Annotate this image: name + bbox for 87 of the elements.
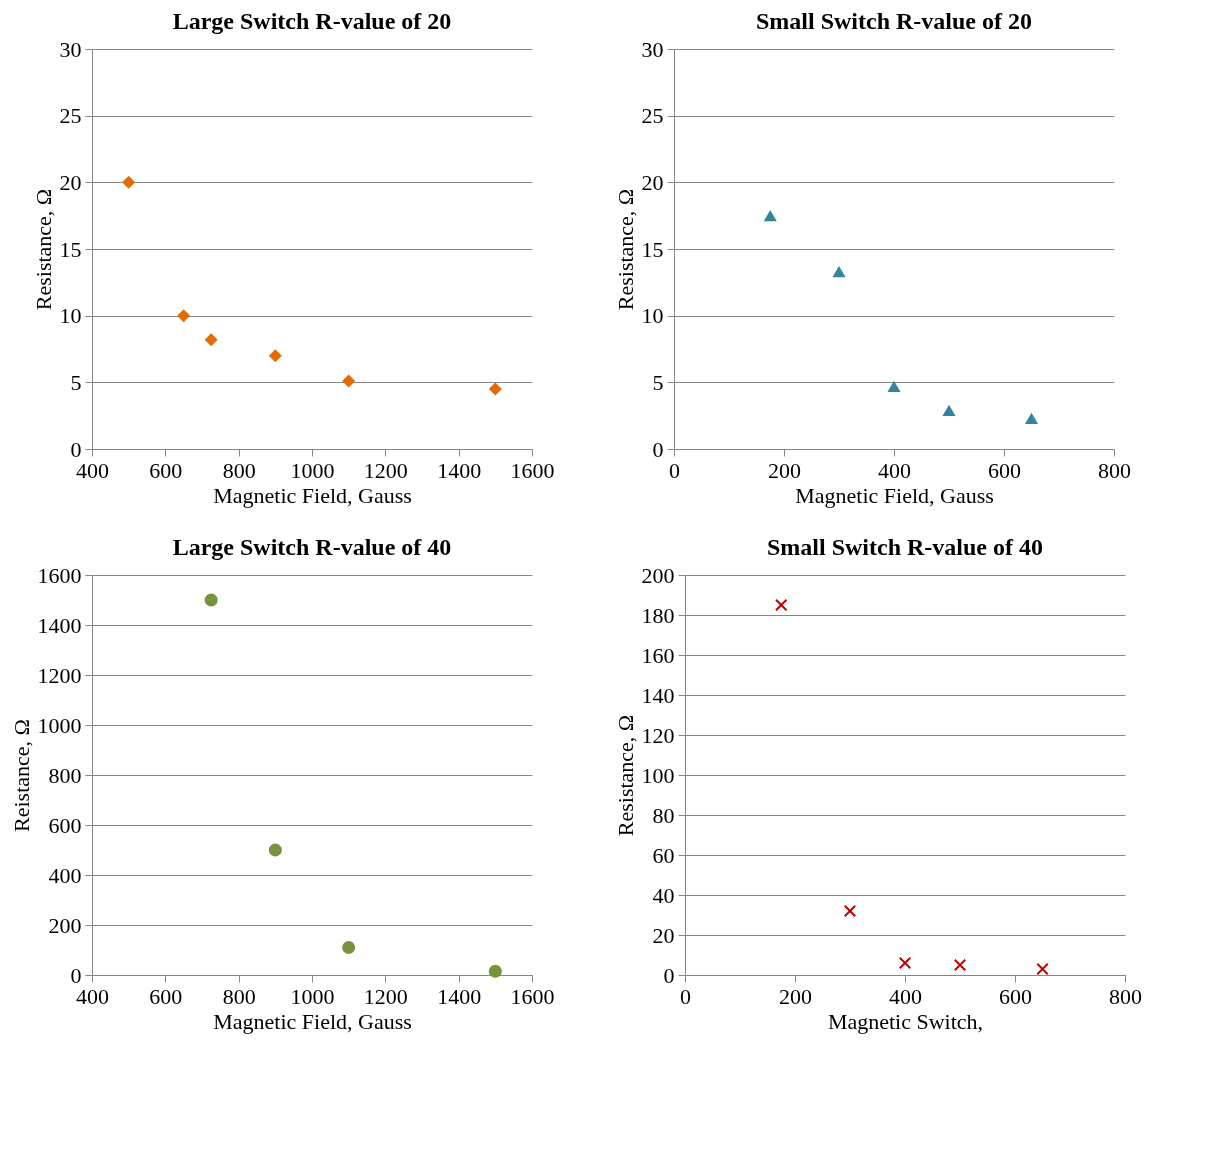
x-tick-label: 1400	[437, 983, 482, 1009]
y-tick-label: 120	[641, 722, 675, 748]
y-tick-label: 40	[652, 882, 675, 908]
x-tick-label: 800	[1098, 457, 1131, 483]
point	[268, 349, 282, 363]
x-tick-label: 1400	[437, 457, 482, 483]
y-tick-label: 1600	[37, 562, 82, 588]
y-tick-label: 0	[663, 962, 675, 988]
point	[1024, 412, 1039, 424]
point	[887, 380, 901, 392]
y-tick-label: 15	[641, 236, 664, 262]
y-tick-label: 20	[59, 169, 82, 195]
y-tick-label: 30	[59, 36, 82, 62]
x-tick-label: 1000	[290, 983, 335, 1009]
chart-title: Small Switch R-value of 20	[756, 8, 1032, 34]
y-tick-label: 100	[641, 762, 675, 788]
y-tick-label: 30	[641, 36, 664, 62]
x-tick-label: 800	[1109, 983, 1142, 1009]
x-axis-title: Magnetic Field, Gauss	[795, 482, 994, 508]
x-tick-label: 600	[999, 983, 1032, 1009]
y-tick-label: 1400	[37, 612, 82, 638]
y-tick-label: 60	[652, 842, 675, 868]
y-tick-label: 200	[48, 912, 82, 938]
point	[204, 333, 218, 347]
y-tick-label: 160	[641, 642, 675, 668]
x-tick-label: 1600	[510, 983, 555, 1009]
y-tick-label: 180	[641, 602, 675, 628]
point	[122, 175, 136, 189]
y-tick-label: 80	[652, 802, 675, 828]
x-tick-label: 800	[222, 983, 256, 1009]
point	[775, 598, 788, 612]
point	[204, 593, 218, 607]
y-tick-label: 200	[641, 562, 675, 588]
x-tick-label: 200	[768, 457, 801, 483]
y-tick-label: 10	[641, 303, 664, 329]
point	[832, 266, 846, 278]
x-tick-label: 0	[680, 983, 691, 1009]
y-axis-title: Resistance, Ω	[612, 188, 638, 311]
y-tick-label: 5	[652, 369, 664, 395]
y-tick-label: 800	[48, 762, 82, 788]
x-tick-label: 200	[779, 983, 812, 1009]
point	[488, 964, 502, 978]
y-axis-title: Resistance, Ω	[612, 714, 638, 837]
chart-title: Small Switch R-value of 40	[767, 534, 1043, 560]
y-tick-label: 25	[641, 103, 664, 129]
point	[342, 940, 356, 955]
point	[763, 210, 777, 222]
chart-title: Large Switch R-value of 40	[172, 534, 452, 560]
y-tick-label: 20	[652, 922, 675, 948]
x-tick-label: 400	[878, 457, 911, 483]
x-tick-label: 600	[149, 983, 183, 1009]
x-tick-label: 400	[889, 983, 922, 1009]
x-tick-label: 1600	[510, 457, 555, 483]
point	[953, 958, 967, 972]
y-tick-label: 1200	[37, 662, 82, 688]
y-tick-label: 400	[48, 862, 82, 888]
point	[342, 374, 356, 388]
y-tick-label: 15	[59, 236, 82, 262]
y-tick-label: 0	[70, 962, 82, 988]
x-tick-label: 1000	[290, 457, 335, 483]
y-tick-label: 10	[59, 303, 82, 329]
y-axis-title: Resistance, Ω	[30, 188, 56, 311]
x-axis-title: Magnetic Switch,	[827, 1008, 984, 1034]
y-axis-title: Reistance, Ω	[8, 719, 34, 832]
y-tick-label: 5	[70, 369, 82, 395]
point	[268, 843, 282, 857]
x-tick-label: 800	[222, 457, 256, 483]
y-tick-label: 140	[641, 682, 675, 708]
y-tick-label: 1000	[37, 712, 82, 738]
x-tick-label: 1200	[363, 457, 408, 483]
y-tick-label: 25	[59, 103, 82, 129]
y-tick-label: 600	[48, 812, 82, 838]
point	[898, 956, 912, 970]
x-tick-label: 600	[149, 457, 183, 483]
point	[488, 382, 502, 396]
point	[1036, 962, 1049, 976]
x-axis-title: Magnetic Field, Gauss	[213, 482, 412, 508]
point	[843, 904, 857, 918]
x-tick-label: 1200	[363, 983, 408, 1009]
x-axis-title: Magnetic Field, Gauss	[213, 1008, 412, 1034]
point	[177, 309, 191, 323]
chart-title: Large Switch R-value of 20	[172, 8, 452, 34]
y-tick-label: 20	[641, 169, 664, 195]
y-tick-label: 0	[70, 436, 82, 462]
point	[942, 404, 956, 416]
x-tick-label: 600	[988, 457, 1021, 483]
y-tick-label: 0	[652, 436, 664, 462]
